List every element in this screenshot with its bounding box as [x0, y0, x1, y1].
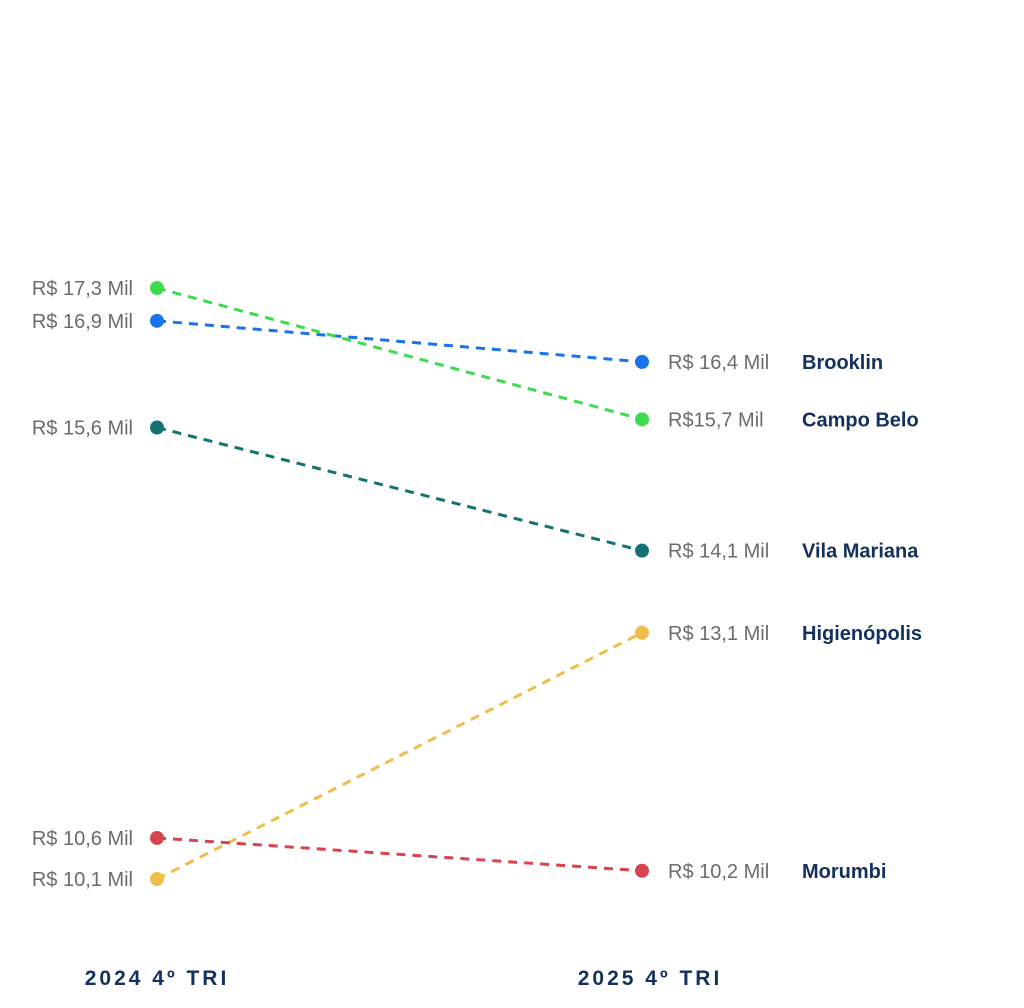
value-label-2024-brooklin: R$ 16,9 Mil: [32, 311, 133, 333]
point-2024-morumbi: [150, 830, 164, 845]
series-name-brooklin: Brooklin: [802, 352, 883, 374]
series-line-vila-mariana: [156, 426, 643, 553]
series-lines: [156, 286, 643, 881]
value-label-2024-higienopolis: R$ 10,1 Mil: [32, 869, 133, 891]
point-2025-higienopolis: [635, 625, 649, 640]
point-2024-vila-mariana: [150, 420, 164, 435]
x-axis-labels: 2024 4º TRI 2025 4º TRI: [85, 967, 723, 990]
value-label-2025-morumbi: R$ 10,2 Mil: [668, 861, 769, 883]
point-2025-vila-mariana: [635, 543, 649, 558]
value-label-2025-vila-mariana: R$ 14,1 Mil: [668, 541, 769, 563]
value-label-2025-brooklin: R$ 16,4 Mil: [668, 352, 769, 374]
value-label-2025-campo-belo: R$15,7 Mil: [668, 409, 764, 431]
series-name-morumbi: Morumbi: [802, 861, 886, 883]
x-tick-label-2025: 2025 4º TRI: [578, 967, 723, 990]
series-name-campo-belo: Campo Belo: [802, 409, 919, 431]
value-label-2025-higienopolis: R$ 13,1 Mil: [668, 623, 769, 645]
point-2025-campo-belo: [635, 412, 649, 427]
point-2024-higienopolis: [150, 872, 164, 886]
series-name-vila-mariana: Vila Mariana: [802, 541, 919, 563]
point-2025-brooklin: [635, 354, 649, 369]
series-line-higienopolis: [156, 631, 643, 881]
series-points: [150, 281, 649, 886]
value-label-2024-vila-mariana: R$ 15,6 Mil: [32, 418, 133, 440]
x-tick-label-2024: 2024 4º TRI: [85, 967, 230, 990]
value-label-2024-campo-belo: R$ 17,3 Mil: [32, 278, 133, 300]
series-line-brooklin: [156, 319, 643, 364]
point-2024-brooklin: [150, 313, 164, 328]
series-name-higienopolis: Higienópolis: [802, 623, 922, 645]
series-line-morumbi: [156, 836, 643, 873]
value-label-2024-morumbi: R$ 10,6 Mil: [32, 828, 133, 850]
series-line-campo-belo: [156, 286, 643, 421]
point-2025-morumbi: [635, 863, 649, 878]
value-labels: R$ 16,9 Mil R$ 16,4 Mil Brooklin R$ 17,3 Mi…: [32, 278, 922, 891]
point-2024-campo-belo: [150, 281, 164, 295]
